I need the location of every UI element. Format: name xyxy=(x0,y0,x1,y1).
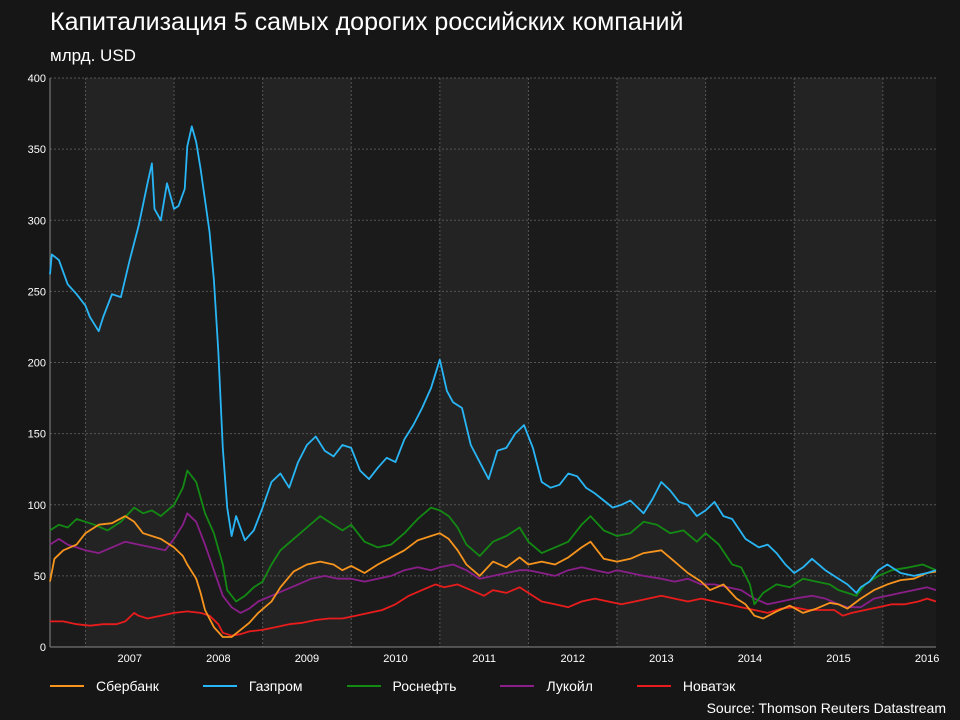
series-layer xyxy=(49,125,937,638)
legend-swatch xyxy=(636,685,671,687)
series-line xyxy=(49,469,937,606)
x-tick-label: 2016 xyxy=(915,653,939,665)
x-tick-label: 2014 xyxy=(738,653,762,665)
y-tick-label: 0 xyxy=(40,642,46,654)
y-tick-label: 250 xyxy=(28,286,46,298)
y-tick-label: 400 xyxy=(28,73,46,85)
y-tick-label: 350 xyxy=(28,144,46,156)
legend-item: Роснефть xyxy=(346,678,457,694)
source-note: Source: Thomson Reuters Datastream xyxy=(706,700,946,716)
legend-label: Лукойл xyxy=(546,678,593,694)
legend-item: Газпром xyxy=(202,678,303,694)
legend-label: Новатэк xyxy=(682,678,736,694)
x-tick-label: 2010 xyxy=(383,653,407,665)
tick-labels: 0 50 100 150 200 250 300 350 400 2007 2008 2009 2010… xyxy=(28,73,940,665)
legend: Сбербанк Газпром Роснефть Лукойл Новатэк xyxy=(50,674,779,698)
axes xyxy=(49,78,936,648)
y-tick-label: 50 xyxy=(34,571,46,583)
y-tick-label: 200 xyxy=(28,358,46,370)
legend-item: Лукойл xyxy=(500,678,593,694)
legend-label: Газпром xyxy=(248,678,303,694)
x-tick-label: 2012 xyxy=(560,653,584,665)
legend-swatch xyxy=(500,685,535,687)
legend-item: Новатэк xyxy=(636,678,736,694)
series-line xyxy=(49,125,937,594)
series-line xyxy=(49,515,937,638)
x-tick-label: 2008 xyxy=(206,653,230,665)
x-tick-label: 2007 xyxy=(117,653,141,665)
chart-subtitle: млрд. USD xyxy=(50,46,136,65)
y-tick-label: 100 xyxy=(28,500,46,512)
legend-swatch xyxy=(202,685,237,687)
series-line xyxy=(49,512,937,614)
x-tick-label: 2013 xyxy=(649,653,673,665)
legend-label: Роснефть xyxy=(392,678,457,694)
legend-label: Сбербанк xyxy=(96,678,159,694)
y-tick-label: 300 xyxy=(28,215,46,227)
y-tick-label: 150 xyxy=(28,429,46,441)
chart-title: Капитализация 5 самых дорогих российских… xyxy=(50,8,684,36)
x-tick-label: 2015 xyxy=(826,653,850,665)
legend-swatch xyxy=(50,685,84,687)
legend-item: Сбербанк xyxy=(50,678,159,694)
legend-swatch xyxy=(346,685,381,687)
x-tick-label: 2011 xyxy=(472,653,496,665)
x-tick-label: 2009 xyxy=(295,653,319,665)
